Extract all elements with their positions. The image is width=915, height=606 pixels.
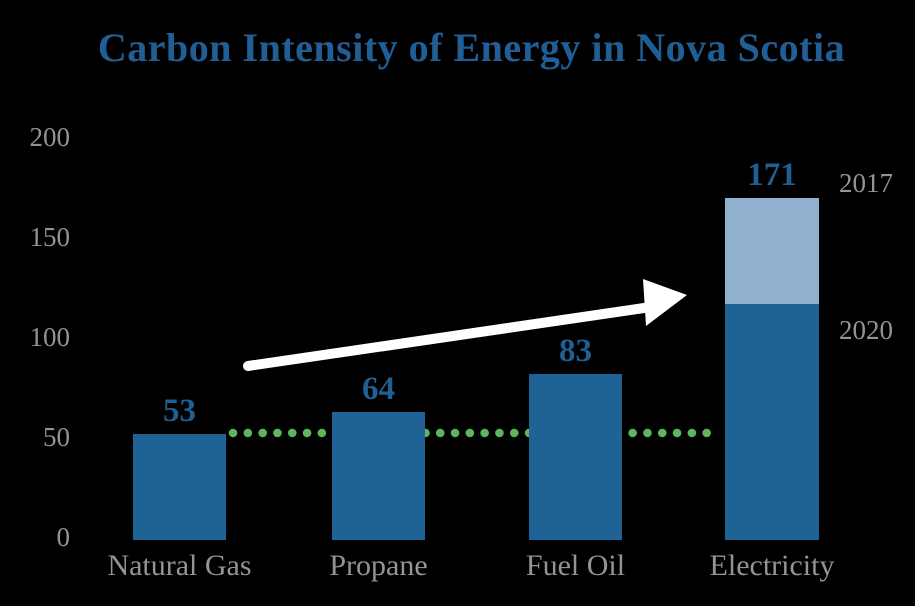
y-tick-200: 200 [29,122,71,152]
bar-segment-propane [332,412,425,540]
bar-segment-electricity-2020 [725,304,819,540]
bar-segment-fuel-oil [529,374,622,540]
y-tick-150: 150 [29,222,71,252]
bar-value-fuel-oil: 83 [559,333,592,369]
bar-segment-natural-gas [133,434,226,540]
chart-title: Carbon Intensity of Energy in Nova Scoti… [97,25,846,70]
y-tick-50: 50 [43,422,70,452]
bar-electricity: 171 Electricity [710,157,835,582]
category-label-electricity: Electricity [709,549,835,582]
year-label-2020: 2020 [839,315,893,345]
bar-segment-electricity-2017 [725,198,819,304]
category-label-natural-gas: Natural Gas [107,549,252,582]
category-label-propane: Propane [329,549,428,582]
year-label-2017: 2017 [839,168,893,198]
y-tick-100: 100 [29,322,71,352]
bar-value-propane: 64 [362,371,395,407]
bar-value-natural-gas: 53 [163,393,196,429]
bar-natural-gas: 53 Natural Gas [107,393,251,582]
y-tick-0: 0 [56,522,71,552]
bar-propane: 64 Propane [329,371,427,582]
category-label-fuel-oil: Fuel Oil [525,549,626,582]
bar-fuel-oil: 83 Fuel Oil [526,333,625,582]
bar-value-electricity: 171 [747,157,797,193]
